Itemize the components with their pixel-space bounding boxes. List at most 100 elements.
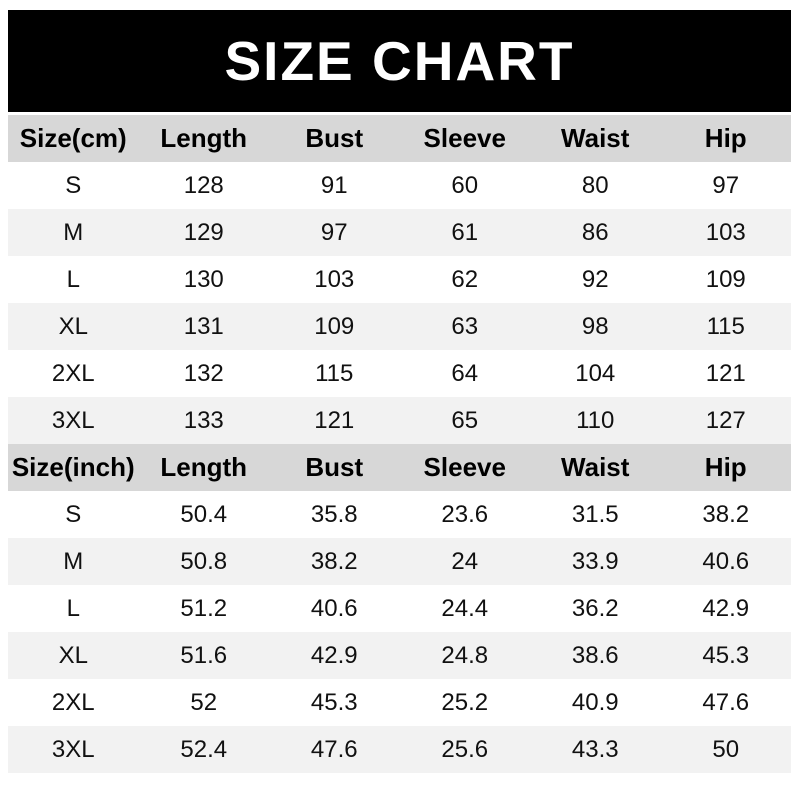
column-header-hip: Hip: [660, 444, 791, 491]
measurement-value: 86: [530, 209, 661, 256]
measurement-value: 25.2: [399, 679, 530, 726]
table-row-inch-L: L 51.2 40.6 24.4 36.2 42.9: [8, 585, 791, 632]
measurement-value: 104: [530, 350, 661, 397]
size-label: 2XL: [8, 350, 139, 397]
measurement-value: 110: [530, 397, 661, 444]
measurement-value: 80: [530, 162, 661, 209]
column-header-sleeve: Sleeve: [399, 115, 530, 162]
measurement-value: 115: [269, 350, 400, 397]
header-row-cm: Size(cm) Length Bust Sleeve Waist Hip: [8, 115, 791, 162]
column-header-waist: Waist: [530, 444, 661, 491]
table-row-inch-2XL: 2XL 52 45.3 25.2 40.9 47.6: [8, 679, 791, 726]
size-table-body: Size(cm) Length Bust Sleeve Waist Hip S 128 91 60…: [8, 115, 791, 773]
measurement-value: 40.6: [269, 585, 400, 632]
size-label: XL: [8, 303, 139, 350]
measurement-value: 61: [399, 209, 530, 256]
measurement-value: 109: [269, 303, 400, 350]
measurement-value: 52: [138, 679, 269, 726]
measurement-value: 24: [399, 538, 530, 585]
measurement-value: 103: [269, 256, 400, 303]
table-row-inch-3XL: 3XL 52.4 47.6 25.6 43.3 50: [8, 726, 791, 773]
measurement-value: 50: [660, 726, 791, 773]
measurement-value: 97: [660, 162, 791, 209]
size-label: 3XL: [8, 397, 139, 444]
measurement-value: 47.6: [660, 679, 791, 726]
measurement-value: 50.8: [138, 538, 269, 585]
header-row-inch: Size(inch) Length Bust Sleeve Waist Hip: [8, 444, 791, 491]
measurement-value: 128: [138, 162, 269, 209]
measurement-value: 129: [138, 209, 269, 256]
measurement-value: 97: [269, 209, 400, 256]
measurement-value: 43.3: [530, 726, 661, 773]
measurement-value: 103: [660, 209, 791, 256]
column-header-length: Length: [138, 115, 269, 162]
measurement-value: 42.9: [660, 585, 791, 632]
measurement-value: 92: [530, 256, 661, 303]
measurement-value: 131: [138, 303, 269, 350]
table-row-cm-3XL: 3XL 133 121 65 110 127: [8, 397, 791, 444]
size-label: XL: [8, 632, 139, 679]
table-row-cm-S: S 128 91 60 80 97: [8, 162, 791, 209]
table-row-cm-2XL: 2XL 132 115 64 104 121: [8, 350, 791, 397]
measurement-value: 51.2: [138, 585, 269, 632]
measurement-value: 65: [399, 397, 530, 444]
table-row-cm-L: L 130 103 62 92 109: [8, 256, 791, 303]
measurement-value: 98: [530, 303, 661, 350]
size-label: L: [8, 256, 139, 303]
measurement-value: 133: [138, 397, 269, 444]
measurement-value: 23.6: [399, 491, 530, 538]
column-header-hip: Hip: [660, 115, 791, 162]
size-label: 2XL: [8, 679, 139, 726]
table-row-cm-M: M 129 97 61 86 103: [8, 209, 791, 256]
measurement-value: 127: [660, 397, 791, 444]
measurement-value: 24.4: [399, 585, 530, 632]
measurement-value: 47.6: [269, 726, 400, 773]
table-row-inch-M: M 50.8 38.2 24 33.9 40.6: [8, 538, 791, 585]
table-row-cm-XL: XL 131 109 63 98 115: [8, 303, 791, 350]
size-label: M: [8, 209, 139, 256]
measurement-value: 115: [660, 303, 791, 350]
column-header-waist: Waist: [530, 115, 661, 162]
measurement-value: 24.8: [399, 632, 530, 679]
measurement-value: 132: [138, 350, 269, 397]
column-header-size-inch: Size(inch): [8, 444, 139, 491]
measurement-value: 42.9: [269, 632, 400, 679]
measurement-value: 38.2: [660, 491, 791, 538]
measurement-value: 31.5: [530, 491, 661, 538]
size-chart-page: SIZE CHART Size(cm) Length Bust Sleeve Waist…: [8, 10, 791, 773]
measurement-value: 45.3: [660, 632, 791, 679]
measurement-value: 40.6: [660, 538, 791, 585]
table-row-inch-XL: XL 51.6 42.9 24.8 38.6 45.3: [8, 632, 791, 679]
measurement-value: 36.2: [530, 585, 661, 632]
measurement-value: 121: [660, 350, 791, 397]
measurement-value: 50.4: [138, 491, 269, 538]
measurement-value: 109: [660, 256, 791, 303]
size-label: S: [8, 491, 139, 538]
column-header-size-cm: Size(cm): [8, 115, 139, 162]
measurement-value: 52.4: [138, 726, 269, 773]
measurement-value: 60: [399, 162, 530, 209]
measurement-value: 45.3: [269, 679, 400, 726]
measurement-value: 130: [138, 256, 269, 303]
measurement-value: 35.8: [269, 491, 400, 538]
measurement-value: 64: [399, 350, 530, 397]
measurement-value: 62: [399, 256, 530, 303]
measurement-value: 91: [269, 162, 400, 209]
column-header-bust: Bust: [269, 115, 400, 162]
column-header-sleeve: Sleeve: [399, 444, 530, 491]
size-chart-title: SIZE CHART: [224, 29, 575, 92]
measurement-value: 33.9: [530, 538, 661, 585]
measurement-value: 38.6: [530, 632, 661, 679]
measurement-value: 38.2: [269, 538, 400, 585]
column-header-length: Length: [138, 444, 269, 491]
measurement-value: 51.6: [138, 632, 269, 679]
measurement-value: 40.9: [530, 679, 661, 726]
size-label: L: [8, 585, 139, 632]
size-label: S: [8, 162, 139, 209]
column-header-bust: Bust: [269, 444, 400, 491]
measurement-value: 63: [399, 303, 530, 350]
measurement-value: 25.6: [399, 726, 530, 773]
size-chart-banner: SIZE CHART: [8, 10, 791, 112]
table-row-inch-S: S 50.4 35.8 23.6 31.5 38.2: [8, 491, 791, 538]
size-chart-table: Size(cm) Length Bust Sleeve Waist Hip S 128 91 60…: [8, 115, 791, 773]
